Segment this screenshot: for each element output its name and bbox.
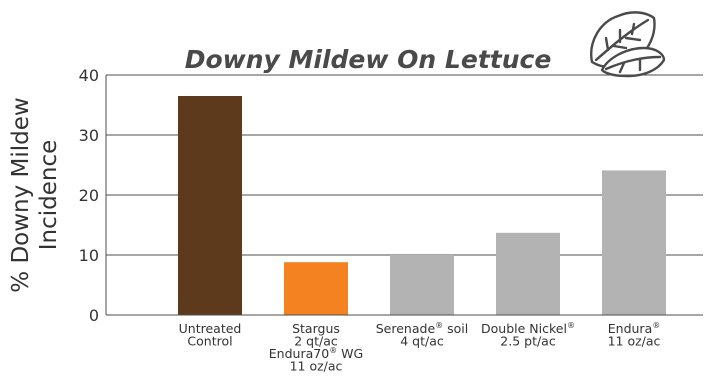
category-label-text: 2 qt/ac (294, 334, 338, 349)
y-axis-label-line-2: Incidence (36, 140, 62, 251)
category-label-text: Control (187, 334, 232, 349)
category-label-text: Endura70 (269, 346, 329, 361)
registered-mark: ® (435, 321, 443, 330)
y-tick-label: 0 (89, 306, 99, 325)
category-label-text: 4 qt/ac (400, 334, 444, 349)
category-label: 11 oz/ac (608, 334, 661, 349)
lettuce-leaf-icon (590, 11, 666, 78)
category-label: 4 qt/ac (400, 334, 444, 349)
category-label: 2 qt/ac (294, 334, 338, 349)
category-label-text: Endura (608, 321, 652, 336)
y-tick-label: 20 (79, 186, 99, 205)
bars (178, 96, 666, 315)
registered-mark: ® (652, 321, 660, 330)
category-label-text: Stargus (292, 321, 340, 336)
category-label-text: Double Nickel (481, 321, 567, 336)
category-label-suffix: WG (337, 346, 363, 361)
y-tick-label: 40 (79, 66, 99, 85)
y-tick-label: 10 (79, 246, 99, 265)
y-axis-label: % Downy Mildew Incidence (8, 97, 62, 292)
bar (284, 262, 348, 315)
category-label: Endura70® WG (269, 346, 363, 361)
registered-mark: ® (329, 346, 337, 355)
category-label: Untreated (179, 321, 242, 336)
y-axis-label-line-1: % Downy Mildew (8, 97, 34, 292)
category-label-text: Serenade (376, 321, 436, 336)
category-label: 11 oz/ac (290, 359, 343, 374)
category-label: Control (187, 334, 232, 349)
category-label: Stargus (292, 321, 340, 336)
chart-title: Downy Mildew On Lettuce (185, 45, 552, 74)
category-label: Serenade® soil (376, 321, 468, 336)
category-label-suffix: soil (443, 321, 468, 336)
category-label: 2.5 pt/ac (500, 334, 556, 349)
category-label-text: Untreated (179, 321, 242, 336)
x-axis (105, 75, 703, 316)
registered-mark: ® (567, 321, 575, 330)
bar (496, 232, 560, 315)
category-label: Double Nickel® (481, 321, 575, 336)
bar (390, 255, 454, 315)
y-axis-ticks: 0 10 20 30 40 (79, 66, 99, 325)
category-label-text: 11 oz/ac (290, 359, 343, 374)
bar (178, 96, 242, 315)
bar (602, 170, 666, 315)
category-label-text: 11 oz/ac (608, 334, 661, 349)
category-label: Endura® (608, 321, 660, 336)
category-label-text: 2.5 pt/ac (500, 334, 556, 349)
y-tick-label: 30 (79, 126, 99, 145)
